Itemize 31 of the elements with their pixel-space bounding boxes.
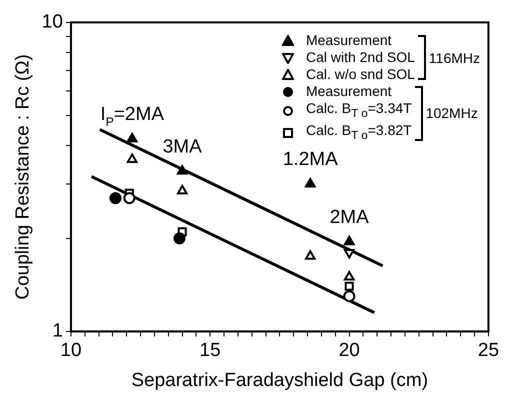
annotation: 1.2MA xyxy=(282,149,338,170)
point xyxy=(123,192,136,204)
legend-label: Cal with 2nd SOL xyxy=(306,49,415,66)
point xyxy=(173,232,186,244)
y-axis-title: Coupling Resistance : Rc (Ω) xyxy=(12,54,34,300)
point xyxy=(344,270,355,280)
annotation: 3MA xyxy=(162,136,202,158)
legend-label: Calc. B$_{T o}$=3.34T xyxy=(306,100,412,122)
point xyxy=(109,192,122,204)
legend-label: Cal. w/o snd SOL xyxy=(306,66,415,83)
point xyxy=(176,184,188,194)
point xyxy=(343,290,356,302)
legend-label: Measurement xyxy=(306,83,392,100)
annotation: 102MHz xyxy=(426,105,478,122)
x-tick-label: 15 xyxy=(200,340,221,362)
x-axis-title: Separatrix-Faradayshield Gap (cm) xyxy=(131,370,428,391)
legend-label: Measurement xyxy=(306,32,392,49)
annotation: 116MHz xyxy=(428,50,480,66)
x-tick-label: 10 xyxy=(60,340,82,362)
point xyxy=(126,132,138,142)
point xyxy=(176,165,188,175)
point xyxy=(344,282,354,291)
x-tick-label: 25 xyxy=(478,340,500,362)
point xyxy=(126,154,138,164)
point xyxy=(304,250,316,260)
point xyxy=(344,236,355,246)
annotation: 2MA xyxy=(330,207,370,228)
point xyxy=(304,178,316,188)
y-tick-label: 1 xyxy=(52,320,63,342)
legend-label: Calc. B$_{T o}$=3.82T xyxy=(306,122,412,144)
x-tick-label: 20 xyxy=(338,340,360,362)
